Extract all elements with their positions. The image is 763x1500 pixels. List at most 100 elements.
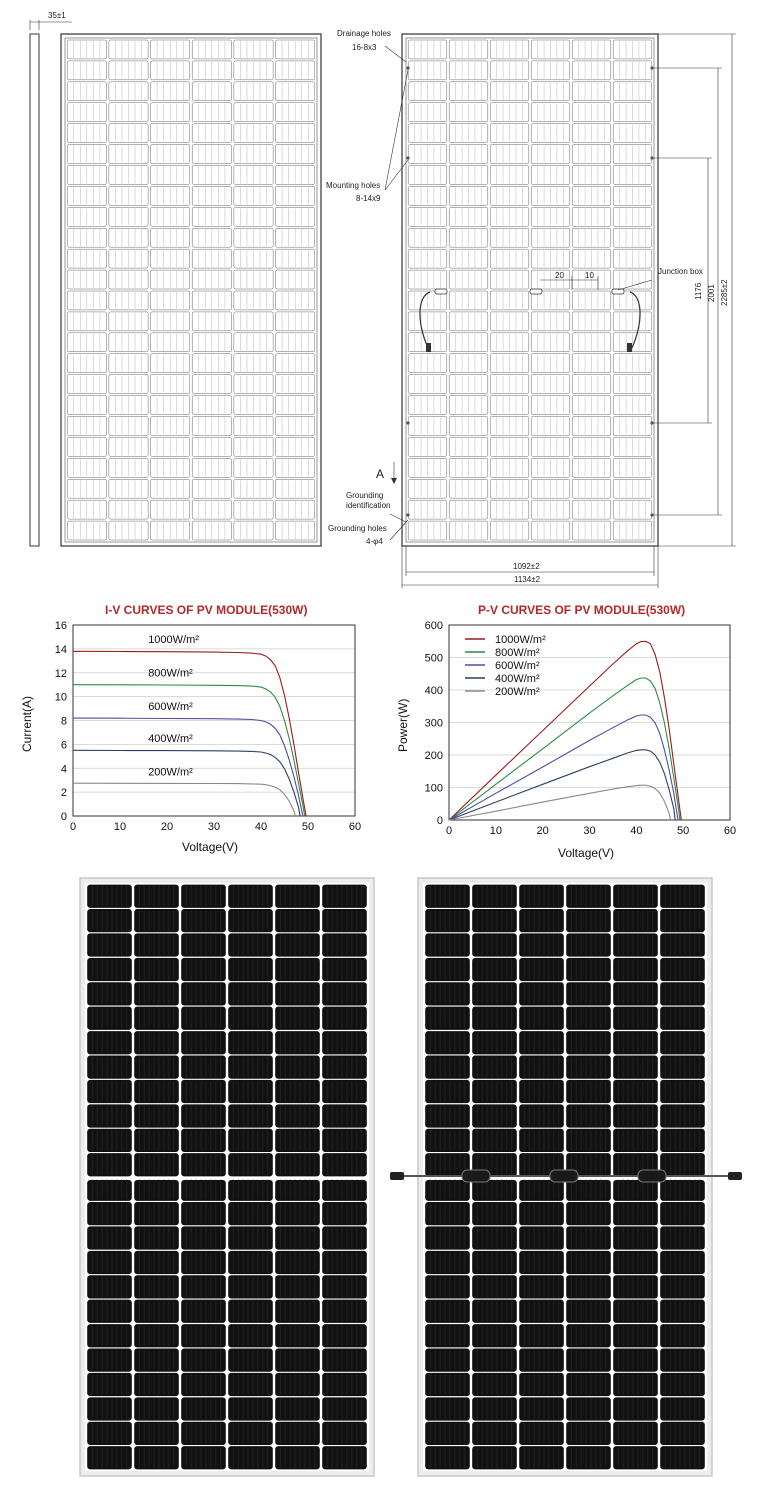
drawing-cell xyxy=(233,165,274,185)
solar-cell xyxy=(275,1031,320,1055)
drawing-cell xyxy=(108,374,149,394)
drawing-cell xyxy=(150,479,191,499)
solar-cell xyxy=(181,1250,226,1275)
x-tick-label: 0 xyxy=(446,825,452,837)
solar-cell xyxy=(566,1324,611,1348)
drawing-cell xyxy=(530,353,571,373)
drawing-cell xyxy=(191,248,232,269)
drawing-cell xyxy=(530,123,571,143)
drawing-cell xyxy=(407,479,448,499)
drawing-cell xyxy=(530,102,571,122)
solar-cell xyxy=(613,1372,658,1397)
solar-cell xyxy=(660,1153,705,1177)
x-tick-label: 30 xyxy=(583,825,595,837)
solar-cell xyxy=(87,1006,132,1030)
drawing-cell xyxy=(489,248,530,269)
drawing-cell xyxy=(612,123,653,143)
drawing-cell xyxy=(612,395,653,415)
drawing-cell xyxy=(571,353,612,373)
drawing-cell xyxy=(233,60,274,81)
y-tick-label: 0 xyxy=(61,811,67,823)
solar-cell xyxy=(472,933,517,957)
solar-cell xyxy=(181,1031,226,1055)
drawing-cell xyxy=(489,437,530,457)
solar-cell xyxy=(425,1397,470,1421)
solar-cell xyxy=(472,1202,517,1226)
solar-cell xyxy=(472,957,517,982)
drawing-cell xyxy=(191,165,232,185)
y-tick-label: 14 xyxy=(55,644,67,656)
drawing-cell xyxy=(191,499,232,520)
solar-cell xyxy=(228,884,273,908)
drawing-cell xyxy=(571,479,612,499)
x-tick-label: 20 xyxy=(161,821,173,833)
solar-cell xyxy=(472,1397,517,1421)
solar-cell xyxy=(425,982,470,1006)
solar-cell xyxy=(228,1299,273,1323)
iv-y-axis-label: Current(A) xyxy=(20,695,34,752)
solar-cell xyxy=(425,1275,470,1299)
series-line-400 xyxy=(448,749,676,821)
drawing-cell xyxy=(66,499,107,520)
section-marker: A xyxy=(376,467,385,481)
solar-cell xyxy=(181,1055,226,1079)
solar-cell xyxy=(519,1372,564,1397)
drawing-cell xyxy=(612,207,653,227)
x-tick-label: 60 xyxy=(724,825,736,837)
drawing-cell xyxy=(448,479,489,499)
solar-cell xyxy=(472,1128,517,1152)
solar-cell xyxy=(660,1128,705,1152)
solar-cell xyxy=(134,1006,179,1030)
drawing-cell xyxy=(191,39,232,60)
solar-cell xyxy=(181,1226,226,1250)
solar-cell xyxy=(87,1104,132,1128)
dimension-width: 1134±2 xyxy=(514,575,541,584)
drawing-cell xyxy=(275,207,316,227)
solar-cell xyxy=(660,1104,705,1128)
solar-cell xyxy=(613,884,658,908)
solar-cell xyxy=(275,909,320,933)
drawing-cell xyxy=(191,123,232,143)
solar-cell xyxy=(322,1031,367,1055)
solar-cell xyxy=(566,1275,611,1299)
drawing-cell xyxy=(489,186,530,206)
solar-cell xyxy=(519,933,564,957)
drawing-cell xyxy=(571,416,612,436)
drawing-cell xyxy=(275,81,316,102)
solar-cell xyxy=(519,1250,564,1275)
side-profile xyxy=(29,33,40,547)
drawing-cell xyxy=(66,290,107,311)
solar-cell xyxy=(228,1104,273,1128)
drawing-cell xyxy=(448,437,489,457)
drawing-cell xyxy=(66,186,107,206)
solar-cell xyxy=(181,982,226,1006)
solar-cell xyxy=(228,1250,273,1275)
solar-cell xyxy=(181,1348,226,1372)
drawing-cell xyxy=(407,395,448,415)
series-line-200 xyxy=(448,784,672,821)
solar-cell xyxy=(613,1397,658,1421)
solar-cell xyxy=(425,1348,470,1372)
solar-cell xyxy=(472,1079,517,1104)
drawing-cell xyxy=(191,269,232,290)
solar-cell xyxy=(472,1446,517,1470)
solar-cell xyxy=(519,884,564,908)
iv-x-axis-label: Voltage(V) xyxy=(182,840,239,854)
drawing-cell xyxy=(571,186,612,206)
solar-cell xyxy=(660,1226,705,1250)
drawing-cell xyxy=(571,60,612,81)
drawing-cell xyxy=(233,290,274,311)
drawing-cell xyxy=(571,437,612,457)
drawing-cell xyxy=(66,520,107,541)
curve-label: 1000W/m² xyxy=(148,634,199,646)
solar-cell xyxy=(425,1079,470,1104)
solar-cell xyxy=(472,1299,517,1323)
drawing-cell xyxy=(530,81,571,102)
solar-cell xyxy=(472,1348,517,1372)
drawing-cell xyxy=(571,39,612,60)
x-tick-label: 0 xyxy=(70,821,76,833)
y-tick-label: 600 xyxy=(425,620,443,632)
junction-box-label: Junction box xyxy=(658,267,703,276)
solar-cell xyxy=(134,1202,179,1226)
solar-cell xyxy=(181,1202,226,1226)
